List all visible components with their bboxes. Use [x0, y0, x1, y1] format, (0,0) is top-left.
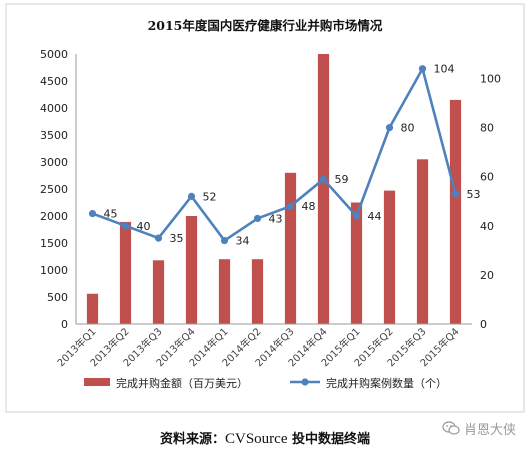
line-series	[92, 67, 457, 242]
source-prefix: 资料来源：	[159, 432, 225, 447]
bar	[152, 260, 165, 324]
data-label: 48	[302, 200, 316, 213]
bar	[251, 259, 264, 324]
data-label: 104	[434, 63, 455, 76]
bar	[449, 99, 462, 325]
data-label: 40	[137, 220, 151, 233]
right-axis-tick-label: 80	[480, 122, 494, 135]
data-label: 35	[170, 232, 184, 245]
legend-swatch-bar	[84, 378, 110, 386]
data-label: 34	[236, 235, 250, 248]
line-point	[451, 190, 460, 198]
left-axis-tick-label: 5000	[40, 48, 68, 61]
bar	[416, 159, 429, 324]
left-axis-tick-label: 3500	[40, 129, 68, 142]
bar	[185, 216, 198, 324]
right-axis-tick-label: 100	[480, 73, 501, 86]
watermark-text: 肖恩大侠	[463, 423, 516, 438]
chart-border	[5, 3, 525, 413]
right-axis-tick-label: 0	[480, 318, 487, 331]
line-point	[418, 65, 427, 73]
right-axis-tick-label: 60	[480, 171, 494, 184]
bar	[86, 293, 99, 324]
data-label: 53	[467, 188, 481, 201]
left-axis-tick-label: 2500	[40, 183, 68, 196]
bar	[383, 190, 396, 324]
source-name: CVSource	[224, 431, 288, 447]
source-suffix: 投中数据终端	[287, 432, 371, 447]
line-point	[385, 124, 394, 132]
line-point	[253, 214, 262, 223]
chart-title: 2015年度国内医疗健康行业并购市场情况	[148, 18, 383, 33]
bar	[218, 259, 231, 324]
line-point	[154, 234, 163, 242]
data-label: 44	[368, 210, 382, 223]
line-point	[319, 175, 328, 183]
watermark: 肖恩大侠	[442, 419, 516, 438]
bar	[317, 54, 330, 324]
line-point	[121, 222, 130, 230]
left-axis-tick-label: 1500	[40, 237, 68, 250]
plot-area: 0500100015002000250030003500400045005000…	[40, 48, 501, 369]
line-point	[88, 209, 97, 218]
left-axis-tick-label: 4500	[40, 75, 68, 88]
data-label: 80	[401, 122, 415, 135]
right-axis-tick-label: 20	[480, 269, 494, 282]
data-label: 43	[269, 212, 283, 225]
legend-swatch-marker	[301, 378, 309, 386]
data-label: 52	[203, 190, 217, 203]
bar	[350, 202, 363, 324]
left-axis-tick-label: 500	[47, 291, 68, 304]
bar	[284, 172, 297, 324]
data-label: 59	[335, 173, 349, 186]
bar	[119, 221, 132, 324]
legend-label-bar: 完成并购金额（百万美元）	[116, 376, 248, 390]
left-axis-tick-label: 4000	[40, 102, 68, 115]
left-axis-tick-label: 0	[61, 318, 68, 331]
data-label: 45	[104, 208, 118, 221]
source-line: 资料来源：CVSource 投中数据终端	[0, 428, 530, 448]
legend: 完成并购金额（百万美元） 完成并购案例数量（个）	[84, 376, 447, 390]
left-axis-tick-label: 3000	[40, 156, 68, 169]
line-point	[220, 236, 229, 245]
line-point	[352, 212, 361, 220]
left-axis-tick-label: 2000	[40, 210, 68, 223]
wechat-icon	[442, 421, 460, 436]
right-axis-tick-label: 40	[480, 220, 494, 233]
line-point	[187, 192, 196, 200]
line-point	[286, 202, 295, 210]
left-axis-tick-label: 1000	[40, 264, 68, 277]
legend-label-line: 完成并购案例数量（个）	[326, 376, 447, 390]
